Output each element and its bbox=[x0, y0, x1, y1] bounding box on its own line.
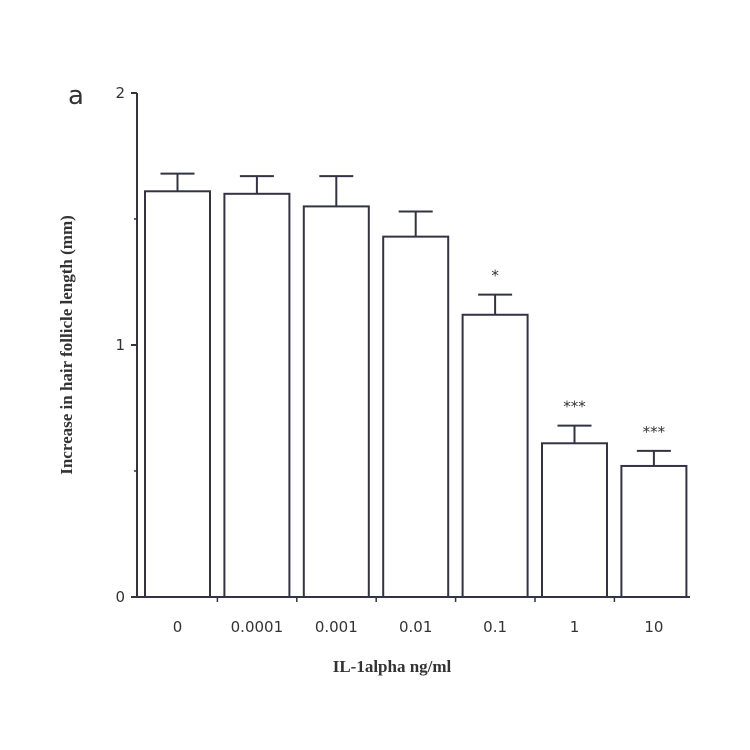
bar bbox=[144, 190, 211, 598]
x-tick-label: 0.1 bbox=[483, 618, 507, 636]
x-axis-label: IL-1alpha ng/ml bbox=[333, 657, 452, 676]
bar bbox=[620, 464, 688, 598]
x-tick-label: 10 bbox=[644, 618, 663, 636]
significance-marker: *** bbox=[563, 398, 586, 416]
y-axis-label: Increase in hair follicle length (mm) bbox=[57, 215, 76, 475]
bar bbox=[302, 205, 370, 598]
panel-label: a bbox=[68, 81, 84, 111]
x-tick-label: 0 bbox=[173, 618, 183, 636]
x-tick-label: 0.001 bbox=[315, 618, 358, 636]
x-tick-label: 0.01 bbox=[399, 618, 432, 636]
x-tick-label: 0.0001 bbox=[231, 618, 284, 636]
bar bbox=[223, 192, 291, 599]
y-tick-label: 1 bbox=[115, 336, 125, 354]
bar bbox=[541, 442, 608, 598]
x-tick-label: 1 bbox=[570, 618, 580, 636]
y-tick-label: 0 bbox=[115, 588, 125, 606]
significance-marker: *** bbox=[643, 423, 666, 441]
y-tick-label: 2 bbox=[115, 84, 125, 102]
bar bbox=[461, 313, 529, 598]
bar bbox=[382, 235, 450, 598]
significance-marker: * bbox=[491, 267, 499, 285]
